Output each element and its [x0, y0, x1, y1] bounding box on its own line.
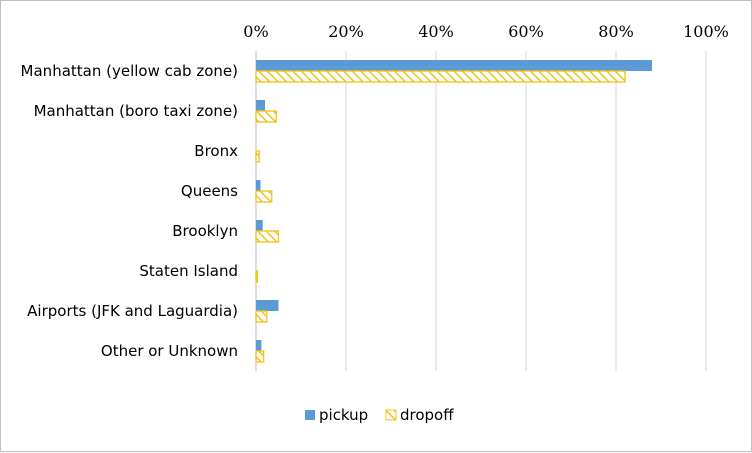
category-labels: Manhattan (yellow cab zone) Manhattan (bo… — [21, 62, 239, 360]
category-label: Manhattan (yellow cab zone) — [21, 62, 238, 80]
bar-dropoff — [255, 270, 259, 283]
bar-pickup — [256, 340, 262, 351]
bar-pickup — [256, 220, 263, 231]
bar-dropoff — [255, 310, 268, 323]
x-tick-label: 60% — [508, 22, 544, 41]
x-tick-labels: 0% 20% 40% 60% 80% 100% — [243, 22, 729, 41]
legend-swatch-dropoff — [385, 409, 397, 421]
category-label: Staten Island — [139, 262, 238, 280]
bars — [255, 60, 652, 363]
legend-label-dropoff: dropoff — [400, 406, 454, 424]
bar-dropoff — [255, 190, 273, 203]
bar-dropoff — [255, 230, 280, 243]
category-label: Other or Unknown — [101, 342, 238, 360]
x-tick-label: 40% — [418, 22, 454, 41]
bar-dropoff — [255, 110, 277, 123]
category-label: Brooklyn — [172, 222, 238, 240]
bar-dropoff — [255, 70, 626, 83]
category-label: Manhattan (boro taxi zone) — [34, 102, 238, 120]
legend-label-pickup: pickup — [319, 406, 368, 424]
gridlines — [255, 51, 707, 371]
x-tick-label: 80% — [598, 22, 634, 41]
category-label: Bronx — [194, 142, 238, 160]
bar-dropoff — [255, 150, 260, 163]
x-tick-label: 20% — [328, 22, 364, 41]
x-tick-label: 0% — [243, 22, 268, 41]
bar-pickup — [256, 180, 261, 191]
legend: pickup dropoff — [305, 406, 454, 424]
bar-pickup — [256, 300, 279, 311]
category-label: Queens — [181, 182, 238, 200]
bar-dropoff — [255, 350, 265, 363]
bar-pickup — [256, 100, 265, 111]
x-tick-label: 100% — [683, 22, 729, 41]
bar-pickup — [256, 60, 652, 71]
legend-swatch-pickup — [305, 410, 315, 420]
category-label: Airports (JFK and Laguardia) — [27, 302, 238, 320]
